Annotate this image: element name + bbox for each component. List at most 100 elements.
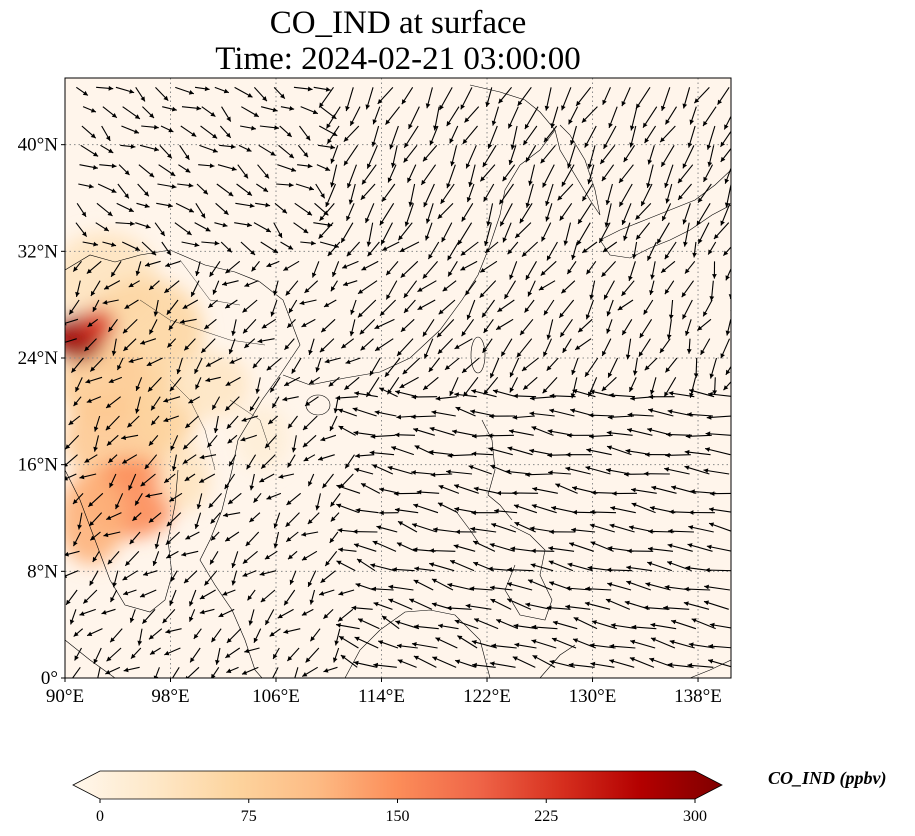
wind-arrow [519,203,533,224]
wind-arrow [394,507,419,514]
wind-arrow [116,202,134,213]
wind-arrow [120,144,136,149]
wind-arrow [408,598,433,610]
wind-arrow [340,654,358,668]
wind-arrow [541,222,552,242]
wind-arrow [234,86,253,98]
wind-arrow [65,589,78,606]
wind-arrow [606,299,614,317]
wind-arrow [500,338,513,357]
wind-arrow [346,164,357,189]
wind-arrow [293,86,313,92]
wind-arrow [546,605,571,611]
wind-arrow [365,87,374,110]
wind-arrow [453,484,479,494]
wind-arrow [677,183,692,201]
wind-arrow [397,222,413,241]
wind-arrow [507,567,534,573]
colorbar-tick-label: 0 [96,808,104,825]
wind-arrow [273,512,281,529]
wind-arrow [226,628,242,644]
wind-arrow [219,125,232,139]
wind-arrow [242,550,258,565]
wind-arrow [105,666,121,675]
wind-arrow [566,261,577,275]
wind-arrow [392,567,415,572]
wind-arrow [204,570,218,586]
wind-arrow [403,125,419,149]
wind-arrow [548,470,571,476]
wind-arrow [73,396,82,407]
wind-arrow [573,617,598,630]
wind-arrow [102,241,117,247]
wind-arrow [148,628,163,640]
wind-arrow [482,145,497,168]
wind-arrow [438,484,460,494]
wind-arrow [629,377,637,393]
wind-arrow [591,620,617,630]
wind-arrow [109,628,123,643]
wind-arrow [510,125,518,150]
wind-arrow [585,586,612,592]
wind-arrow [240,434,257,442]
wind-arrow [413,427,435,436]
wind-arrow [605,183,613,206]
wind-arrow [225,647,241,659]
wind-arrow [95,222,110,232]
wind-arrow [353,543,377,552]
wind-arrow [503,280,516,300]
wind-arrow [491,106,500,126]
wind-arrow [256,183,269,193]
wind-arrow [323,299,337,308]
wind-arrow [396,643,418,649]
wind-arrow [416,489,440,495]
wind-arrow [483,222,492,247]
wind-arrow [194,357,203,375]
wind-arrow [132,512,142,522]
lat-tick-label: 0° [41,668,58,689]
wind-arrow [118,164,130,176]
wind-arrow [499,203,513,227]
wind-arrow [138,164,155,178]
wind-arrow [437,338,453,355]
wind-arrow [353,660,378,668]
wind-arrow [414,445,434,456]
wind-arrow [706,125,716,150]
wind-arrow [720,203,731,226]
wind-arrow [508,429,534,436]
wind-arrow [328,376,340,387]
wind-arrow [449,377,459,397]
wind-arrow [280,241,294,250]
wind-arrow [599,144,616,165]
wind-arrow [682,203,691,225]
coastline-new-guinea [689,659,731,678]
wind-arrow [175,86,195,95]
wind-arrow [163,473,176,484]
wind-arrow [320,570,336,584]
wind-arrow [601,376,617,392]
wind-arrow [136,202,150,209]
wind-arrow [400,260,419,279]
wind-arrow [584,125,597,148]
wind-arrow [464,106,480,123]
wind-arrow [628,261,636,282]
wind-arrow [413,624,439,630]
wind-arrow [390,145,398,168]
wind-arrow [447,241,460,261]
wind-arrow [128,473,137,491]
wind-arrow [552,620,578,630]
wind-arrow [286,492,302,506]
wind-arrow [283,260,300,272]
wind-arrow [466,183,475,203]
wind-arrow [659,125,676,143]
wind-arrow [100,144,114,154]
wind-arrow [565,466,591,475]
wind-arrow [72,531,82,547]
wind-arrow [491,522,517,533]
wind-arrow [365,203,375,224]
wind-arrow [712,377,718,395]
wind-arrow [246,454,257,470]
wind-arrow [253,222,272,233]
map-subtitle-time: Time: 2024-02-21 03:00:00 [215,41,581,77]
wind-arrow [407,164,417,183]
